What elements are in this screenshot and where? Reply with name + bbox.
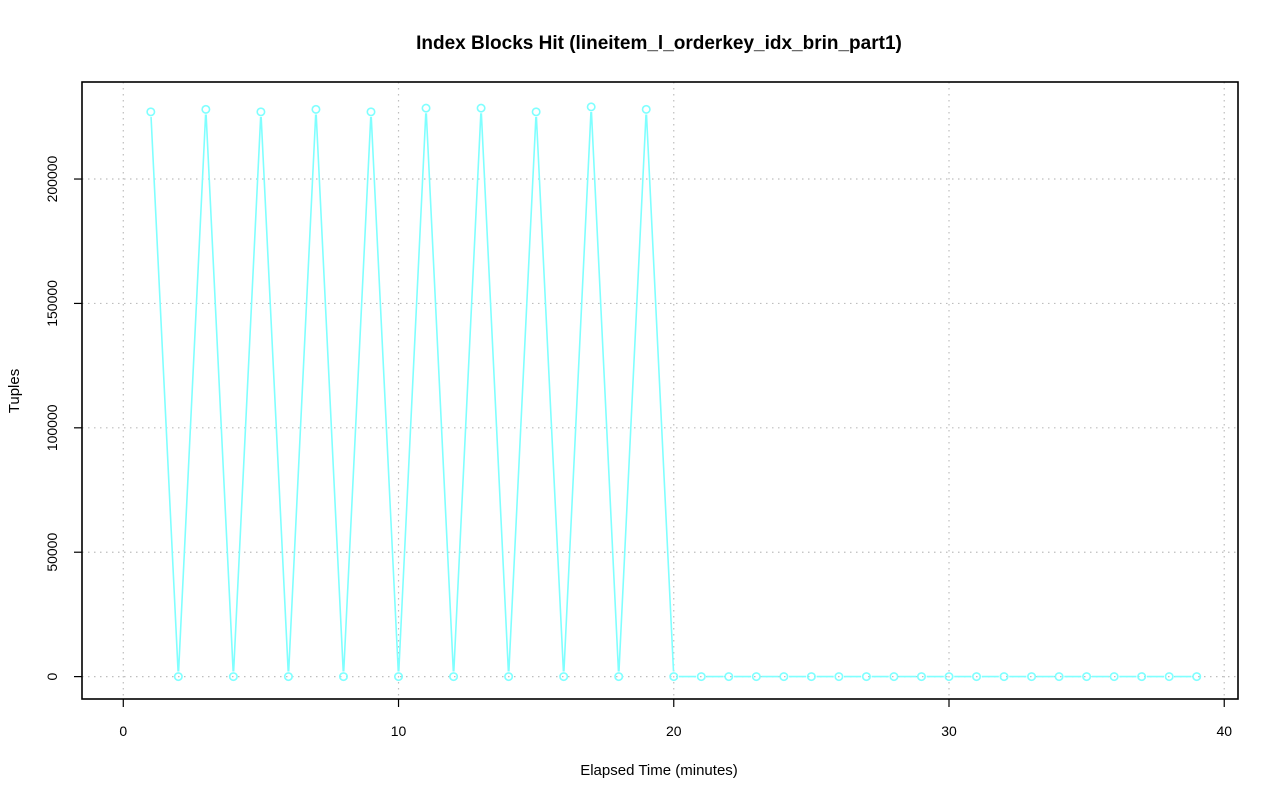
data-point (861, 672, 871, 682)
x-tick-label: 0 (119, 723, 127, 739)
x-tick-label: 20 (666, 723, 682, 739)
data-point (1109, 672, 1119, 682)
y-axis: 0 50000 100000 150000 200000 (44, 155, 82, 681)
data-point (338, 672, 348, 682)
data-point (889, 672, 899, 682)
data-point (146, 107, 156, 117)
data-point (972, 672, 982, 682)
data-point (806, 672, 816, 682)
y-tick-label: 200000 (44, 155, 60, 202)
data-point (201, 104, 211, 114)
y-tick-label: 150000 (44, 280, 60, 327)
data-point (366, 107, 376, 117)
data-point (504, 672, 514, 682)
data-point (751, 672, 761, 682)
data-point (779, 672, 789, 682)
data-point (944, 672, 954, 682)
data-point (449, 672, 459, 682)
data-point (696, 672, 706, 682)
data-point (228, 672, 238, 682)
data-point (531, 107, 541, 117)
data-point (1027, 672, 1037, 682)
data-point (421, 103, 431, 113)
data-point (559, 672, 569, 682)
x-axis-label: Elapsed Time (minutes) (580, 762, 738, 779)
y-tick-label: 0 (44, 673, 60, 681)
y-tick-label: 50000 (44, 533, 60, 572)
y-axis-label: Tuples (6, 369, 23, 413)
data-point (173, 672, 183, 682)
plot-frame (81, 81, 1239, 700)
x-tick-label: 40 (1216, 723, 1232, 739)
data-point (916, 672, 926, 682)
grid (82, 82, 1238, 699)
data-point (394, 672, 404, 682)
data-point (283, 672, 293, 682)
data-point (1192, 672, 1202, 682)
data-point (999, 672, 1009, 682)
data-point (256, 107, 266, 117)
data-point (669, 672, 679, 682)
data-point (1137, 672, 1147, 682)
data-point (641, 104, 651, 114)
data-point (1164, 672, 1174, 682)
x-tick-label: 30 (941, 723, 957, 739)
chart-title: Index Blocks Hit (lineitem_l_orderkey_id… (416, 33, 902, 54)
data-point (586, 102, 596, 112)
y-tick-label: 100000 (44, 404, 60, 451)
data-point (1082, 672, 1092, 682)
series-line (150, 112, 1192, 678)
series-layer (146, 102, 1202, 682)
data-point (311, 104, 321, 114)
data-point (1054, 672, 1064, 682)
data-point (614, 672, 624, 682)
data-point (834, 672, 844, 682)
data-point (476, 103, 486, 113)
x-tick-label: 10 (391, 723, 407, 739)
x-axis: 0 10 20 30 40 (119, 699, 1232, 739)
data-point (724, 672, 734, 682)
